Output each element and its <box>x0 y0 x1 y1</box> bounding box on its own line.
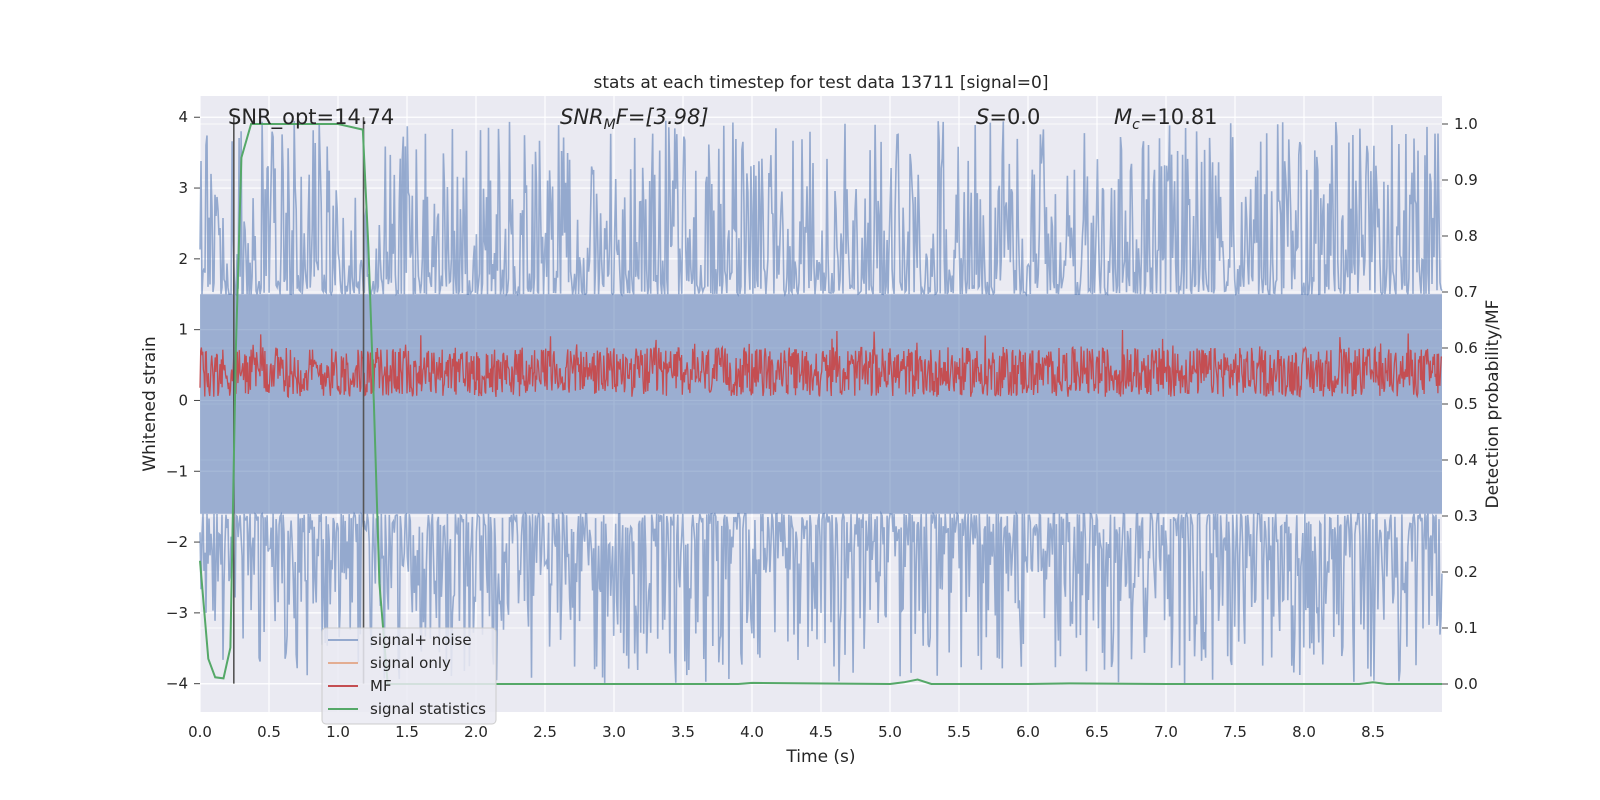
annotation-snr-opt: SNR_opt=14.74 <box>228 105 394 130</box>
y-tick-label-1: −3 <box>166 604 188 622</box>
x-tick-label-15: 7.5 <box>1223 723 1247 741</box>
annotation-snr-mf: SNRMF=[3.98] <box>560 105 709 133</box>
legend-label-signal-statistics: signal statistics <box>370 700 486 718</box>
x-tick-labels: 0.0 0.5 1.0 1.5 2.0 2.5 3.0 3.5 4.0 4.5 5.0 5.5 6.0 6… <box>188 723 1385 741</box>
y-tick-label-2: −2 <box>166 533 188 551</box>
x-tick-label-11: 5.5 <box>947 723 971 741</box>
x-tick-label-13: 6.5 <box>1085 723 1109 741</box>
y-tick-label-0: −4 <box>166 675 188 693</box>
y2-tick-label-2: 0.2 <box>1454 563 1478 581</box>
signal-noise-upper-trace <box>199 120 1443 298</box>
y2-tick-label-5: 0.5 <box>1454 395 1478 413</box>
y2-tick-label-4: 0.4 <box>1454 451 1478 469</box>
y-tick-label-6: 2 <box>178 250 188 268</box>
y2-tick-label-10: 1.0 <box>1454 115 1478 133</box>
x-tick-label-17: 8.5 <box>1361 723 1385 741</box>
signal-noise-series <box>199 120 1443 684</box>
y2-tick-label-9: 0.9 <box>1454 171 1478 189</box>
y-tick-label-5: 1 <box>178 321 188 339</box>
signal-noise-lower-trace <box>199 510 1443 684</box>
y-axis-label: Whitened strain <box>140 336 160 471</box>
y-tick-label-4: 0 <box>178 391 188 409</box>
x-tick-label-8: 4.0 <box>740 723 764 741</box>
mf-series <box>199 329 1443 399</box>
annotation-s: S=0.0 <box>976 105 1040 129</box>
y2-tick-label-3: 0.3 <box>1454 507 1478 525</box>
mf-trace <box>199 329 1443 399</box>
y2-tick-label-6: 0.6 <box>1454 339 1478 357</box>
y2-tick-labels: 0.0 0.1 0.2 0.3 0.4 0.5 0.6 0.7 0.8 0.9 1.0 <box>1454 115 1478 693</box>
x-tick-label-0: 0.0 <box>188 723 212 741</box>
x-axis-label: Time (s) <box>785 747 855 767</box>
y2-tick-label-8: 0.8 <box>1454 227 1478 245</box>
x-tick-label-1: 0.5 <box>257 723 281 741</box>
x-tick-label-5: 2.5 <box>533 723 557 741</box>
y2-axis-label: Detection probability/MF <box>1483 300 1503 509</box>
legend-box <box>321 627 497 725</box>
x-tick-label-9: 4.5 <box>809 723 833 741</box>
legend: signal+ noise signal only MF signal stat… <box>321 627 497 725</box>
x-tick-label-2: 1.0 <box>326 723 350 741</box>
legend-label-signal-noise: signal+ noise <box>370 631 472 649</box>
y2-tick-label-7: 0.7 <box>1454 283 1478 301</box>
y-tick-labels: −4 −3 −2 −1 0 1 2 3 4 <box>166 108 188 692</box>
x-tick-label-14: 7.0 <box>1154 723 1178 741</box>
x-tick-label-6: 3.0 <box>602 723 626 741</box>
legend-label-signal-only: signal only <box>370 654 451 672</box>
chart-title: stats at each timestep for test data 137… <box>594 73 1049 93</box>
annotation-mc: Mc=10.81 <box>1114 105 1218 133</box>
y2-tick-label-0: 0.0 <box>1454 675 1478 693</box>
x-tick-label-16: 8.0 <box>1292 723 1316 741</box>
y-tick-label-8: 4 <box>178 108 188 126</box>
y2-tick-label-1: 0.1 <box>1454 619 1478 637</box>
x-tick-label-4: 2.0 <box>464 723 488 741</box>
marker-lines <box>233 117 365 684</box>
x-tick-label-10: 5.0 <box>878 723 902 741</box>
y-tick-label-7: 3 <box>178 179 188 197</box>
x-tick-label-7: 3.5 <box>671 723 695 741</box>
legend-label-mf: MF <box>370 677 392 695</box>
x-tick-label-3: 1.5 <box>395 723 419 741</box>
signal-noise-band <box>200 294 1442 514</box>
y-tick-label-3: −1 <box>166 462 188 480</box>
x-tick-label-12: 6.0 <box>1016 723 1040 741</box>
